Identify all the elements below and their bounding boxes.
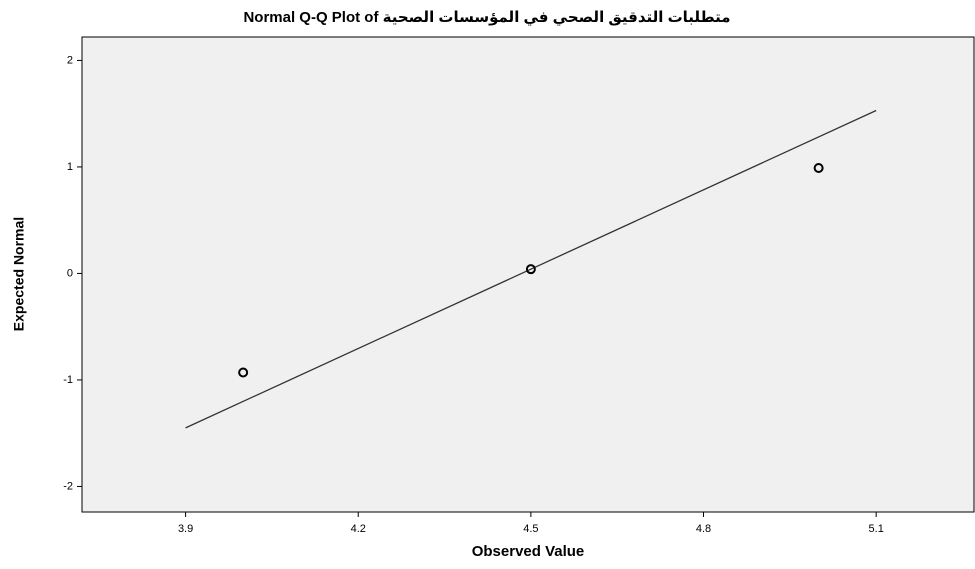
x-tick-label: 4.2 — [351, 523, 366, 535]
y-tick-label: 1 — [67, 161, 73, 173]
x-tick-label: 3.9 — [178, 523, 193, 535]
plot-area — [81, 36, 975, 513]
chart-title: Normal Q-Q Plot of متطلبات التدقيق الصحي… — [243, 9, 730, 26]
x-axis-label: Observed Value — [472, 543, 585, 560]
point — [813, 162, 824, 173]
y-tick-label: 2 — [67, 54, 73, 66]
y-axis-label: Expected Normal — [11, 217, 27, 331]
y-tick-label: -2 — [63, 480, 73, 492]
x-tick-label: 4.5 — [523, 523, 538, 535]
y-tick-label: -1 — [63, 374, 73, 386]
point — [525, 264, 536, 275]
y-tick-label: 0 — [67, 267, 73, 279]
point — [238, 367, 249, 378]
reference-line — [185, 109, 877, 429]
x-tick-label: 5.1 — [869, 523, 884, 535]
x-tick-label: 4.8 — [696, 523, 711, 535]
